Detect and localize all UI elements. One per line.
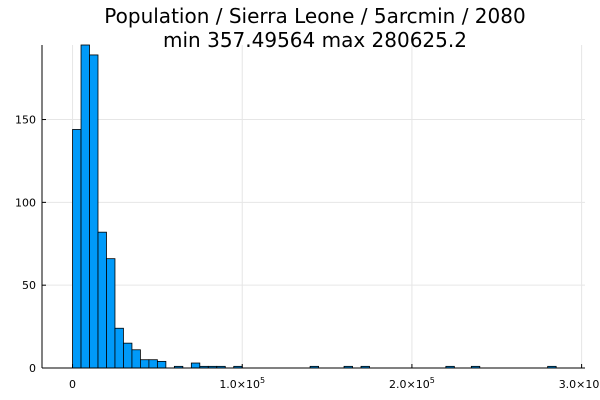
- histogram-bar-4: [106, 258, 116, 369]
- histogram-bar-9: [148, 359, 158, 369]
- y-tick-label-3: 150: [15, 114, 36, 127]
- chart-title-line-1: Population / Sierra Leone / 5arcmin / 20…: [104, 4, 525, 28]
- tick-labels: 0 1.0×105 2.0×105 3.0×105 0 50 100 150: [15, 114, 600, 391]
- y-tick-label-0: 0: [29, 362, 36, 375]
- y-tick-label-2: 100: [15, 196, 36, 209]
- histogram-bar-7: [131, 349, 141, 369]
- axes: [41, 45, 585, 369]
- histogram-bar-6: [123, 342, 133, 369]
- chart-title-line-2: min 357.49564 max 280625.2: [163, 28, 467, 52]
- x-tick-label-1: 1.0×105: [219, 376, 265, 391]
- x-tick-label-2: 2.0×105: [389, 376, 435, 391]
- grid-lines: [42, 45, 585, 369]
- histogram-bar-10: [156, 360, 167, 369]
- histogram-bar-5: [114, 327, 124, 369]
- histogram-bar-2: [89, 54, 99, 369]
- histogram-bar-0: [72, 129, 82, 369]
- y-tick-label-1: 50: [22, 279, 36, 292]
- histogram-bar-3: [97, 231, 107, 369]
- histogram-bar-8: [140, 359, 150, 369]
- histogram-bar-14: [190, 362, 201, 369]
- x-tick-label-0: 0: [69, 378, 76, 391]
- x-tick-label-3: 3.0×105: [559, 376, 600, 391]
- histogram-bars: [72, 44, 557, 369]
- histogram-bar-1: [80, 44, 90, 369]
